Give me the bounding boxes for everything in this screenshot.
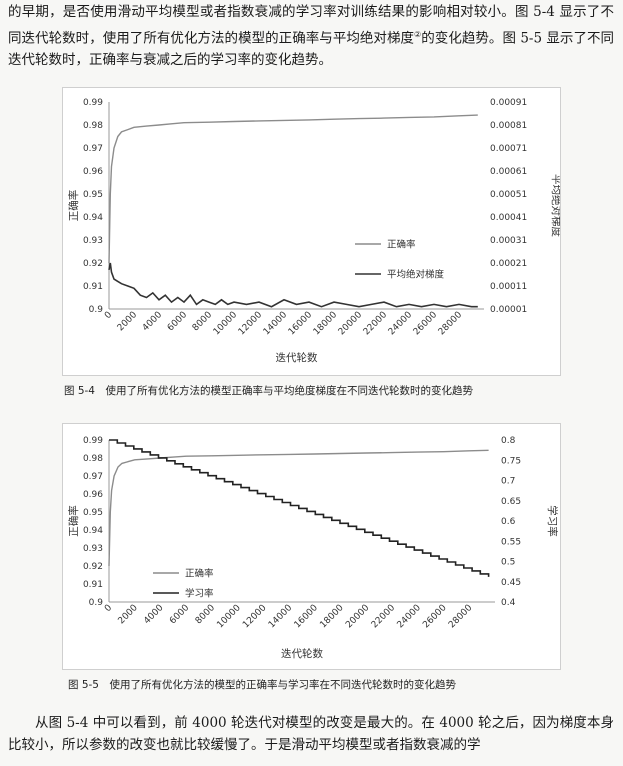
x-tick-label: 12000 [241,603,269,631]
y2-tick-label: 0.00081 [490,121,527,131]
x-tick-label: 16000 [287,310,315,338]
y-tick-label: 0.98 [83,454,103,464]
x-tick-label: 0 [103,310,114,321]
y-tick-label: 0.98 [83,121,103,131]
x-tick-label: 0 [103,603,114,614]
series-line-1 [108,262,478,308]
x-tick-label: 2000 [116,310,139,333]
bottom-paragraph: 从图 5-4 中可以看到，前 4000 轮迭代对模型的改变是最大的。在 4000… [8,715,614,753]
x-axis-title: 迭代轮数 [281,647,323,660]
y-tick-label: 0.91 [83,580,103,590]
x-tick-label: 10000 [215,603,243,631]
x-tick-label: 20000 [344,603,372,631]
y2-tick-label: 0.55 [501,537,521,547]
y-tick-label: 0.95 [83,508,103,518]
y-tick-label: 0.91 [83,282,103,292]
y-tick-label: 0.96 [83,490,103,500]
y2-tick-label: 0.4 [501,598,516,608]
y2-axis-title: 学习率 [546,505,559,537]
series-line-0 [108,114,478,264]
y-tick-label: 0.93 [83,236,103,246]
y-tick-label: 0.97 [83,144,103,154]
y2-tick-label: 0.75 [501,456,521,466]
x-tick-label: 10000 [212,310,240,338]
x-tick-label: 4000 [142,603,165,626]
x-tick-label: 14000 [267,603,295,631]
y2-tick-label: 0.8 [501,436,516,446]
y2-tick-label: 0.00001 [490,305,527,315]
legend-label-0: 正确率 [387,239,416,251]
x-tick-label: 24000 [387,310,415,338]
x-tick-label: 26000 [421,603,449,631]
x-tick-label: 4000 [141,310,164,333]
y-tick-label: 0.9 [89,305,104,315]
y-axis-title: 正确率 [67,190,80,222]
legend-label-1: 学习率 [185,588,214,600]
x-tick-label: 18000 [312,310,340,338]
x-tick-label: 2000 [117,603,140,626]
y-tick-label: 0.92 [83,259,103,269]
y2-tick-label: 0.00011 [490,282,527,292]
figure-5-4-svg: 0.9 0.91 0.92 0.93 0.94 0.95 0.96 0.97 0.98 0.99 0… [67,98,560,364]
y-tick-label: 0.92 [83,562,103,572]
x-tick-label: 12000 [237,310,265,338]
x-tick-label: 8000 [191,310,214,333]
legend-label-1: 平均绝对梯度 [387,269,445,281]
figure-5-5-svg: 0.9 0.91 0.92 0.93 0.94 0.95 0.96 0.97 0.98 0.99 0… [67,436,559,660]
y-tick-label: 0.95 [83,190,103,200]
y2-tick-label: 0.5 [501,558,515,568]
y-tick-label: 0.94 [83,526,103,536]
x-tick-label: 22000 [370,603,398,631]
x-tick-label: 6000 [168,603,191,626]
top-paragraph: 的早期，是否使用滑动平均模型或者指数衰减的学习率对训练结果的影响相对较小。图 5… [8,2,614,71]
y2-tick-label: 0.00041 [490,213,527,223]
y-tick-label: 0.94 [83,213,103,223]
figure-5-5-caption: 图 5-5 使用了所有优化方法的模型的正确率与学习率在不同迭代轮数时的变化趋势 [68,679,456,691]
y-axis-title: 正确率 [67,505,80,537]
y-tick-label: 0.99 [83,98,103,108]
y2-tick-label: 0.45 [501,578,521,588]
x-tick-label: 6000 [166,310,189,333]
x-tick-label: 28000 [447,603,475,631]
y-tick-label: 0.9 [89,598,104,608]
y2-tick-label: 0.6 [501,517,516,527]
y2-tick-label: 0.00071 [490,144,527,154]
x-tick-label: 26000 [412,310,440,338]
y2-tick-label: 0.00091 [490,98,527,108]
series-line-0 [108,449,489,567]
y2-tick-label: 0.65 [501,497,521,507]
x-tick-label: 20000 [337,310,365,338]
x-tick-label: 16000 [293,603,321,631]
y2-axis-title: 平均绝对梯度 [550,174,560,237]
x-tick-label: 18000 [318,603,346,631]
top-paragraph-text: 的早期，是否使用滑动平均模型或者指数衰减的学习率对训练结果的影响相对较小。图 5… [8,4,614,46]
y2-tick-label: 0.00051 [490,190,527,200]
y2-tick-label: 0.00031 [490,236,527,246]
y-tick-label: 0.99 [83,436,103,446]
figure-5-5-chart: 0.9 0.91 0.92 0.93 0.94 0.95 0.96 0.97 0.98 0.99 0… [62,423,561,670]
x-tick-label: 24000 [396,603,424,631]
y2-tick-label: 0.00021 [490,259,527,269]
legend-label-0: 正确率 [185,568,214,580]
y-tick-label: 0.96 [83,167,103,177]
x-tick-label: 22000 [362,310,390,338]
x-axis-title: 迭代轮数 [276,351,318,364]
y-tick-label: 0.97 [83,472,103,482]
y2-tick-label: 0.7 [501,477,515,487]
x-tick-label: 28000 [437,310,465,338]
figure-5-4-chart: 0.9 0.91 0.92 0.93 0.94 0.95 0.96 0.97 0.98 0.99 0… [62,87,561,376]
x-tick-label: 14000 [262,310,290,338]
series-line-1 [109,439,490,577]
y-tick-label: 0.93 [83,544,103,554]
figure-5-4-caption: 图 5-4 使用了所有优化方法的模型正确率与平均绝度梯度在不同迭代轮数时的变化趋… [64,385,473,397]
y2-tick-label: 0.00061 [490,167,527,177]
x-tick-label: 8000 [194,603,217,626]
footnote-marker: ② [414,29,422,39]
top-paragraph-text-end: 的变化趋势。图 5-5 显示了不同迭代轮数时，正确率与衰减之后的学习率的变化趋势… [8,30,615,68]
